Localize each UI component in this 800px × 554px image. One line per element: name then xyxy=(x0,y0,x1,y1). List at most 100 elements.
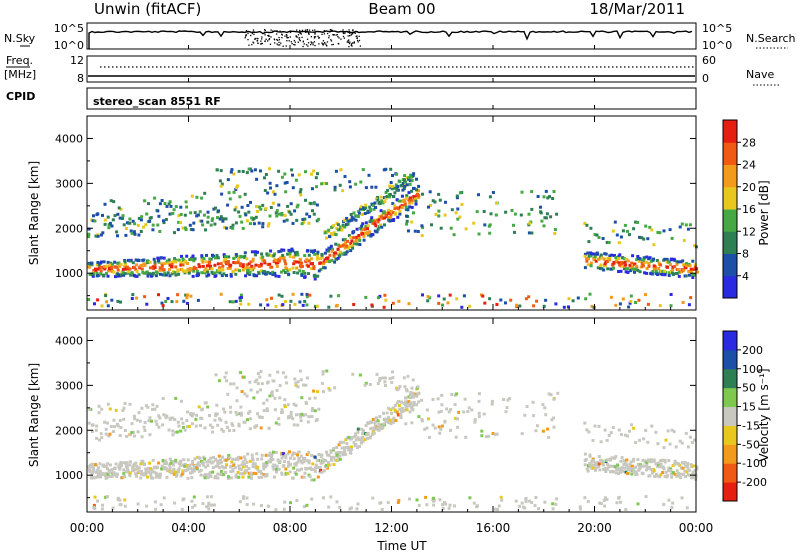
heatmap-cell xyxy=(180,268,184,272)
heatmap-cell xyxy=(373,220,377,224)
heatmap-cell xyxy=(164,459,167,463)
heatmap-cell xyxy=(361,439,365,443)
heatmap-cell xyxy=(661,471,665,474)
nsearch-point xyxy=(323,33,326,35)
heatmap-cell xyxy=(294,253,298,257)
heatmap-cell xyxy=(455,196,459,200)
heatmap-cell xyxy=(389,408,393,412)
heatmap-cell xyxy=(153,263,157,267)
heatmap-cell xyxy=(597,257,601,261)
heatmap-cell xyxy=(237,169,241,173)
heatmap-cell xyxy=(632,459,636,463)
heatmap-cell xyxy=(211,470,215,474)
heatmap-cell xyxy=(606,463,610,466)
heatmap-cell xyxy=(631,254,635,258)
heatmap-cell xyxy=(282,454,286,458)
heatmap-cell xyxy=(313,252,317,256)
heatmap-cell xyxy=(447,506,451,510)
heatmap-cell xyxy=(341,189,345,193)
heatmap-cell xyxy=(220,192,224,196)
heatmap-cell xyxy=(630,467,633,471)
heatmap-cell xyxy=(383,418,387,422)
heatmap-cell xyxy=(605,498,609,501)
heatmap-cell xyxy=(472,221,476,225)
heatmap-cell xyxy=(190,422,194,426)
heatmap-cell xyxy=(300,475,304,479)
heatmap-cell xyxy=(215,403,219,407)
heatmap-cell xyxy=(207,507,211,511)
nsearch-point xyxy=(281,37,283,39)
heatmap-cell xyxy=(393,408,397,412)
heatmap-cell xyxy=(320,453,324,457)
heatmap-cell xyxy=(216,462,220,466)
y-tick-label: 2000 xyxy=(55,222,83,235)
heatmap-cell xyxy=(389,209,393,213)
heatmap-cell xyxy=(118,434,122,438)
heatmap-cell xyxy=(312,169,316,173)
nsearch-point xyxy=(265,38,267,40)
heatmap-cell xyxy=(298,300,302,304)
heatmap-cell xyxy=(379,215,383,219)
heatmap-cell xyxy=(315,254,319,258)
heatmap-cell xyxy=(224,371,228,375)
heatmap-cell xyxy=(641,458,645,462)
heatmap-cell xyxy=(200,416,204,420)
heatmap-cell xyxy=(142,258,146,262)
heatmap-cell xyxy=(160,467,164,471)
heatmap-cell xyxy=(307,450,311,454)
heatmap-cell xyxy=(261,222,265,226)
nsearch-point xyxy=(277,44,279,46)
heatmap-cell xyxy=(335,303,339,307)
heatmap-cell xyxy=(267,460,271,464)
heatmap-cell xyxy=(489,212,493,216)
heatmap-cell xyxy=(610,470,613,474)
heatmap-cell xyxy=(433,200,437,204)
heatmap-cell xyxy=(384,191,388,194)
power-cbar-swatch xyxy=(723,142,737,165)
heatmap-cell xyxy=(272,379,276,383)
heatmap-cell xyxy=(588,462,592,466)
heatmap-cell xyxy=(276,261,280,265)
nsky-trace xyxy=(88,30,693,49)
heatmap-cell xyxy=(388,219,392,223)
nsearch-point xyxy=(342,30,344,33)
heatmap-cell xyxy=(482,210,486,213)
heatmap-cell xyxy=(216,459,220,463)
heatmap-cell xyxy=(317,269,321,273)
heatmap-cell xyxy=(333,188,337,192)
heatmap-cell xyxy=(310,415,314,418)
station-title: Unwin (fitACF) xyxy=(94,0,201,18)
heatmap-cell xyxy=(228,300,232,304)
heatmap-cell xyxy=(370,202,374,206)
heatmap-cell xyxy=(387,416,391,420)
heatmap-cell xyxy=(243,392,247,396)
heatmap-cell xyxy=(241,465,245,469)
heatmap-cell xyxy=(672,257,676,261)
heatmap-cell xyxy=(125,461,129,465)
heatmap-cell xyxy=(314,176,318,180)
heatmap-cell xyxy=(87,298,91,301)
heatmap-cell xyxy=(630,472,634,476)
nsearch-point xyxy=(352,29,354,31)
heatmap-cell xyxy=(193,257,197,261)
nsearch-point xyxy=(276,38,278,41)
heatmap-cell xyxy=(302,383,305,387)
nsearch-point xyxy=(342,35,345,38)
heatmap-cell xyxy=(612,456,616,460)
nsearch-point xyxy=(281,34,283,36)
heatmap-cell xyxy=(448,293,452,297)
heatmap-cell xyxy=(274,274,278,278)
heatmap-cell xyxy=(149,216,153,220)
heatmap-cell xyxy=(352,211,356,215)
heatmap-cell xyxy=(691,472,695,476)
heatmap-cell xyxy=(678,225,682,229)
heatmap-cell xyxy=(200,219,204,223)
heatmap-cell xyxy=(333,386,337,390)
heatmap-cell xyxy=(158,268,162,272)
heatmap-cell xyxy=(96,499,100,503)
heatmap-cell xyxy=(122,406,126,410)
heatmap-cell xyxy=(387,216,391,220)
heatmap-cell xyxy=(398,212,402,216)
heatmap-cell xyxy=(340,228,344,232)
heatmap-cell xyxy=(546,427,550,431)
